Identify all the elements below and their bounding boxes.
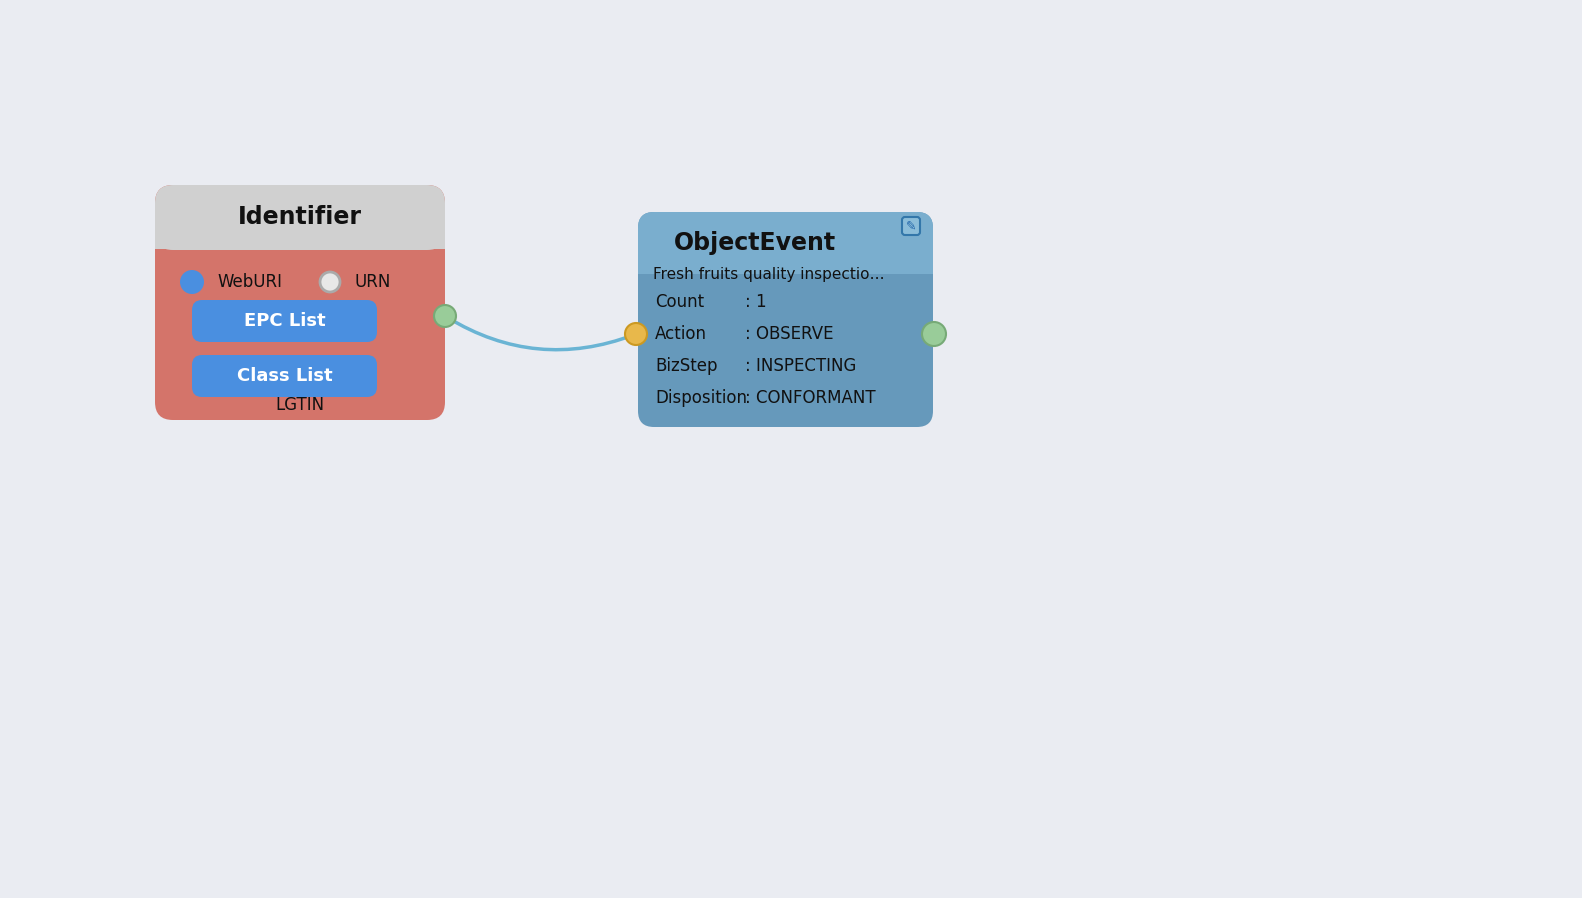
Text: : CONFORMANT: : CONFORMANT: [745, 389, 875, 407]
Text: : INSPECTING: : INSPECTING: [745, 357, 856, 375]
Text: BizStep: BizStep: [655, 357, 718, 375]
Text: : 1: : 1: [745, 293, 767, 311]
FancyBboxPatch shape: [191, 355, 377, 397]
Text: Count: Count: [655, 293, 704, 311]
FancyBboxPatch shape: [191, 300, 377, 342]
FancyBboxPatch shape: [902, 217, 921, 235]
Text: ObjectEvent: ObjectEvent: [674, 231, 835, 255]
Text: EPC List: EPC List: [244, 312, 326, 330]
FancyBboxPatch shape: [155, 217, 445, 249]
Text: : OBSERVE: : OBSERVE: [745, 325, 834, 343]
FancyBboxPatch shape: [155, 185, 445, 420]
FancyBboxPatch shape: [638, 212, 933, 427]
Circle shape: [180, 270, 204, 294]
Text: ✎: ✎: [906, 219, 916, 233]
Circle shape: [433, 305, 456, 327]
Text: Fresh fruits quality inspectio…: Fresh fruits quality inspectio…: [653, 267, 884, 281]
Text: WebURI: WebURI: [217, 273, 282, 291]
Circle shape: [922, 322, 946, 346]
Text: Action: Action: [655, 325, 707, 343]
Circle shape: [625, 323, 647, 345]
FancyBboxPatch shape: [155, 185, 445, 250]
Text: URN: URN: [354, 273, 391, 291]
FancyBboxPatch shape: [638, 243, 933, 274]
Text: LGTIN: LGTIN: [275, 396, 324, 414]
Text: Disposition: Disposition: [655, 389, 747, 407]
Text: Class List: Class List: [237, 367, 332, 385]
Circle shape: [320, 272, 340, 292]
Text: Identifier: Identifier: [237, 206, 362, 230]
FancyBboxPatch shape: [638, 212, 933, 274]
